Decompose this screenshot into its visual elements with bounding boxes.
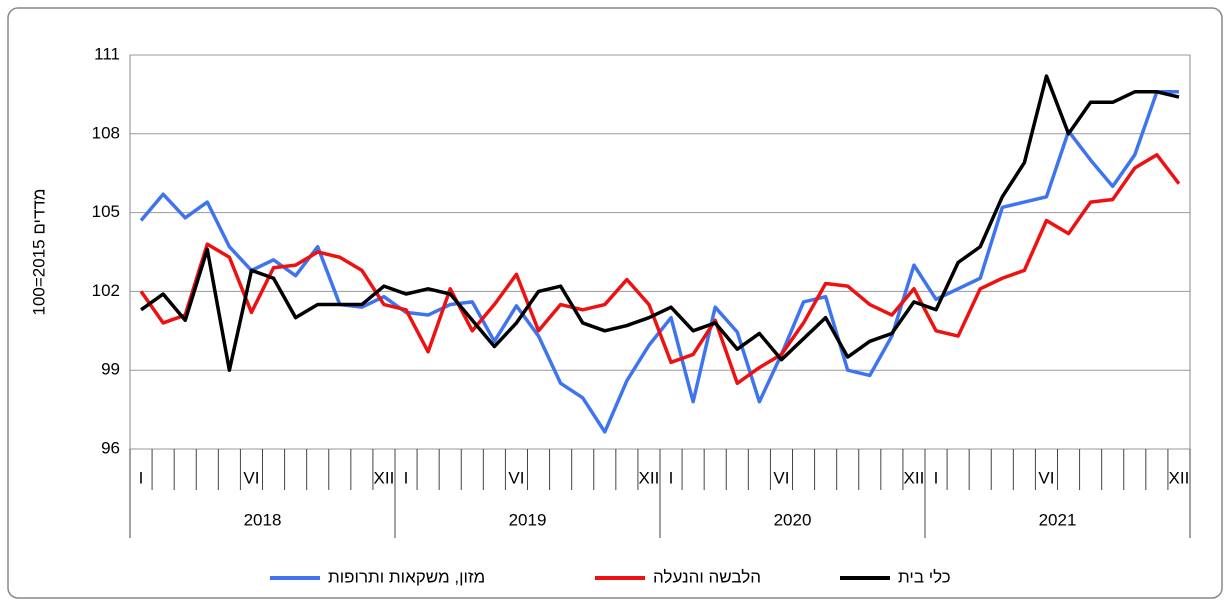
x-tick-label: VI: [508, 468, 524, 487]
series-line: [140, 74, 1180, 372]
year-label: 2019: [509, 510, 547, 529]
x-tick-label: I: [139, 468, 144, 487]
legend-label: כלי בית: [898, 567, 951, 586]
y-tick-label: 102: [92, 281, 120, 300]
x-tick-label: VI: [1038, 468, 1054, 487]
series-line: [139, 153, 1181, 386]
x-tick-label: I: [934, 468, 939, 487]
y-tick-label: 99: [101, 360, 120, 379]
chart-frame: [7, 7, 1223, 599]
x-tick-label: I: [669, 468, 674, 487]
y-tick-label: 105: [92, 202, 120, 221]
x-tick-label: XII: [904, 468, 925, 487]
x-tick-label: VI: [773, 468, 789, 487]
year-label: 2018: [244, 510, 282, 529]
x-tick-label: XII: [374, 468, 395, 487]
x-tick-label: XII: [1169, 468, 1190, 487]
year-label: 2020: [774, 510, 812, 529]
x-tick-label: I: [404, 468, 409, 487]
x-tick-label: VI: [243, 468, 259, 487]
x-tick-label: XII: [639, 468, 660, 487]
year-label: 2021: [1039, 510, 1077, 529]
y-tick-label: 108: [92, 123, 120, 142]
legend-label: הלבשה והנעלה: [653, 567, 761, 586]
y-tick-label: 96: [101, 438, 120, 457]
y-tick-label: 111: [94, 44, 120, 63]
y-axis-label: מדדים 2015=100: [29, 189, 48, 316]
legend-label: מזון, משקאות ותרופות: [328, 567, 485, 586]
